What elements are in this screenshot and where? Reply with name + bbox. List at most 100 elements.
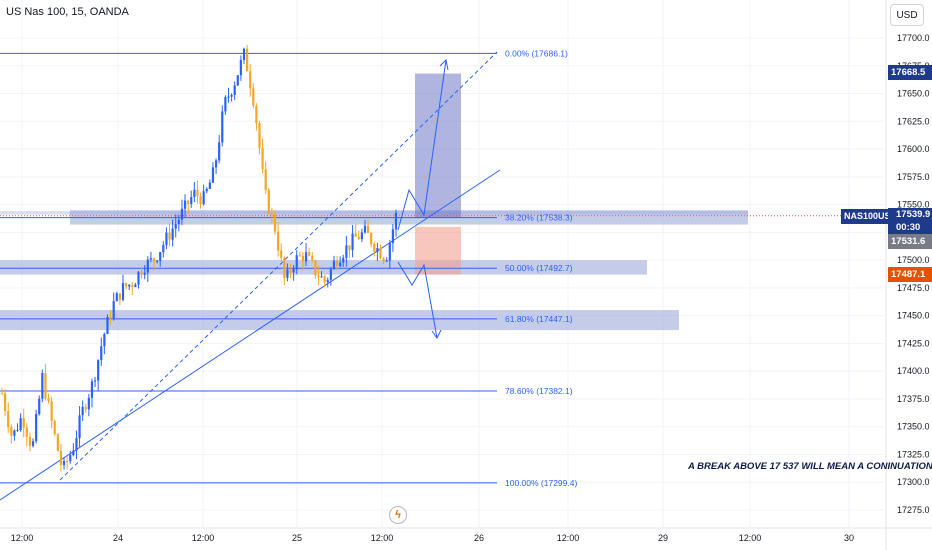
candle-body (205, 188, 208, 192)
candle-body (165, 232, 168, 245)
y-tick-label: 17425.0 (897, 338, 930, 348)
candle-body (190, 197, 193, 204)
candle-body (87, 397, 90, 410)
candle-body (109, 317, 112, 319)
y-tick-label: 17500.0 (897, 255, 930, 265)
candle-body (320, 276, 323, 278)
candle-body (193, 189, 196, 198)
candle-body (363, 225, 367, 233)
y-tick-label: 17325.0 (897, 449, 930, 459)
y-tick-label: 17700.0 (897, 33, 930, 43)
candle-body (221, 111, 224, 143)
candle-body (28, 436, 32, 446)
dashed-trend-line (59, 51, 498, 481)
candle-body (137, 271, 140, 285)
candle-body (345, 245, 348, 258)
candle-body (277, 231, 280, 251)
candle-body (323, 276, 326, 283)
candles (0, 44, 398, 472)
candle-body (360, 232, 363, 240)
x-tick-label: 25 (292, 533, 302, 543)
candle-body (19, 418, 22, 431)
y-tick-label: 17475.0 (897, 283, 930, 293)
candle-body (75, 438, 78, 451)
candle-body (0, 393, 4, 395)
candle-body (44, 373, 47, 399)
candle-body (249, 71, 252, 89)
candle-body (149, 258, 153, 260)
uptrend-line (0, 169, 501, 501)
candle-body (7, 411, 10, 428)
candle-body (159, 252, 162, 261)
candle-body (211, 167, 215, 183)
candle-body (38, 398, 41, 415)
fib-level-label: 0.00% (17686.1) (505, 48, 568, 58)
candle-body (4, 393, 7, 412)
candle-body (196, 189, 199, 197)
y-tick-label: 17625.0 (897, 116, 930, 126)
candle-body (103, 333, 106, 347)
candle-body (156, 260, 159, 262)
candle-body (78, 415, 81, 439)
candle-body (180, 208, 184, 220)
candle-body (59, 450, 63, 466)
candle-body (366, 225, 370, 233)
candle-body (379, 248, 382, 259)
candle-body (199, 196, 202, 205)
candle-body (47, 398, 50, 402)
fib-level-label: 100.00% (17299.4) (505, 478, 577, 488)
currency-button[interactable]: USD (890, 4, 924, 26)
fibonacci-retracement[interactable]: 0.00% (17686.1) 38.20% (17538.3) 50.00% (1… (0, 48, 577, 488)
zone-top-thin (0, 211, 748, 215)
candle-body (97, 360, 100, 381)
candle-body (292, 268, 295, 273)
fib-level-label: 61.80% (17447.1) (505, 314, 573, 324)
candle-body (56, 434, 59, 451)
candle-body (335, 260, 339, 267)
candle-body (214, 160, 218, 168)
candle-body (106, 317, 109, 334)
candle-body (261, 148, 264, 170)
candle-body (162, 244, 165, 253)
candle-body (134, 284, 137, 288)
projection-down-arrowhead (431, 329, 442, 339)
long-target-box (415, 73, 461, 218)
candle-body (90, 381, 94, 398)
x-tick-label: 12:00 (192, 533, 215, 543)
candle-body (233, 85, 236, 95)
candle-body (258, 123, 261, 149)
candle-body (10, 427, 13, 436)
candle-body (62, 460, 66, 466)
x-tick-label: 12:00 (557, 533, 580, 543)
bar-countdown: 00:30 (896, 222, 921, 233)
x-tick-label: 24 (113, 533, 123, 543)
candle-body (140, 271, 143, 275)
candle-body (370, 232, 373, 245)
candle-body (273, 213, 277, 232)
trend-drawings[interactable] (0, 51, 884, 501)
candle-body (351, 233, 354, 250)
x-tick-label: 30 (844, 533, 854, 543)
candle-body (373, 244, 376, 252)
candle-body (339, 262, 342, 267)
candle-body (286, 269, 289, 278)
candle-body (41, 373, 44, 399)
candle-body (224, 97, 227, 112)
candle-body (230, 94, 233, 97)
candle-body (301, 255, 305, 262)
long-stop-box (415, 226, 461, 275)
candle-body (218, 142, 221, 161)
zone-61 (0, 310, 679, 331)
candle-body (255, 105, 258, 124)
symbol-title[interactable]: US Nas 100, 15, OANDA (6, 6, 129, 18)
analysis-annotation[interactable]: A BREAK ABOVE 17 537 WILL MEAN A CONINUA… (688, 461, 932, 472)
y-tick-label: 17600.0 (897, 144, 930, 154)
candle-body (93, 380, 97, 382)
candle-body (131, 284, 134, 288)
zones (0, 73, 748, 331)
candle-body (342, 257, 345, 263)
tradingview-logo-icon[interactable]: ϟ (389, 506, 407, 524)
candle-body (183, 200, 187, 209)
candle-body (295, 255, 298, 269)
